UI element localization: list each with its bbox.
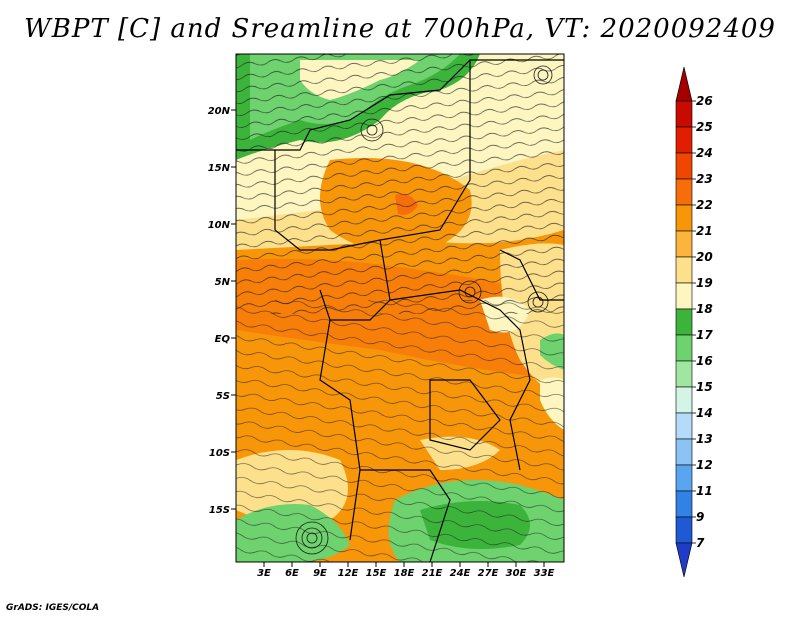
colorbar-swatch [675, 542, 693, 578]
colorbar-label: 20 [696, 250, 713, 264]
lon-label: 3E [257, 568, 271, 579]
colorbar-swatch [675, 334, 693, 362]
lon-label: 15E [366, 568, 387, 579]
colorbar-label: 11 [696, 484, 713, 498]
lon-label: 27E [478, 568, 499, 579]
colorbar-swatch [675, 282, 693, 310]
colorbar-label: 12 [696, 458, 713, 472]
credit-text: GrADS: IGES/COLA [6, 603, 100, 613]
colorbar-swatch [675, 256, 693, 284]
colorbar-swatch [675, 100, 693, 128]
colorbar-swatch [675, 230, 693, 258]
colorbar-label: 19 [696, 276, 713, 290]
colorbar-swatch [675, 412, 693, 440]
colorbar-label: 24 [696, 146, 713, 160]
colorbar-swatch [675, 308, 693, 336]
colorbar: 26 25 24 23 22 21 20 19 18 17 16 15 14 13 12 11 9 7 [675, 66, 713, 578]
colorbar-swatch [675, 516, 693, 544]
lon-label: 18E [394, 568, 415, 579]
chart-title: WBPT [C] and Sreamline at 700hPa, VT: 20… [24, 14, 776, 44]
lon-label: 12E [338, 568, 359, 579]
colorbar-swatch [675, 126, 693, 154]
colorbar-label: 16 [696, 354, 713, 368]
colorbar-swatch [675, 386, 693, 414]
colorbar-label: 18 [696, 302, 713, 316]
colorbar-swatch [675, 178, 693, 206]
colorbar-label: 22 [696, 198, 713, 212]
lon-label: 24E [450, 568, 471, 579]
lat-label: 20N [208, 106, 231, 117]
lon-axis: 3E 6E 9E 12E 15E 18E 21E 24E 27E 30E 33E [257, 562, 555, 579]
colorbar-label: 17 [696, 328, 713, 342]
lon-label: 33E [534, 568, 555, 579]
colorbar-swatch [675, 464, 693, 492]
colorbar-swatch [675, 490, 693, 518]
colorbar-swatch [675, 360, 693, 388]
colorbar-label: 26 [696, 94, 713, 108]
colorbar-label: 9 [696, 510, 704, 524]
colorbar-label: 21 [696, 224, 713, 238]
lat-label: 5S [216, 391, 230, 402]
colorbar-label: 23 [696, 172, 713, 186]
lat-label: 10S [209, 448, 230, 459]
lon-label: 6E [285, 568, 299, 579]
colorbar-label: 25 [696, 120, 713, 134]
colorbar-swatch [675, 438, 693, 466]
colorbar-swatch [675, 204, 693, 232]
lat-label: 15N [208, 163, 231, 174]
wbpt-field [236, 54, 564, 562]
lon-label: 9E [313, 568, 327, 579]
colorbar-swatch [675, 152, 693, 180]
lon-label: 30E [506, 568, 527, 579]
lat-label: 10N [208, 220, 231, 231]
colorbar-swatch [675, 66, 693, 102]
map-frame [235, 53, 565, 563]
colorbar-label: 7 [696, 536, 705, 550]
lon-label: 21E [422, 568, 443, 579]
lat-label: EQ [215, 334, 231, 345]
colorbar-label: 14 [696, 406, 713, 420]
lat-axis: 20N 15N 10N 5N EQ 5S 10S 15S [208, 106, 236, 516]
colorbar-label: 15 [696, 380, 713, 394]
colorbar-label: 13 [696, 432, 713, 446]
lat-label: 5N [215, 277, 231, 288]
lat-label: 15S [209, 505, 230, 516]
